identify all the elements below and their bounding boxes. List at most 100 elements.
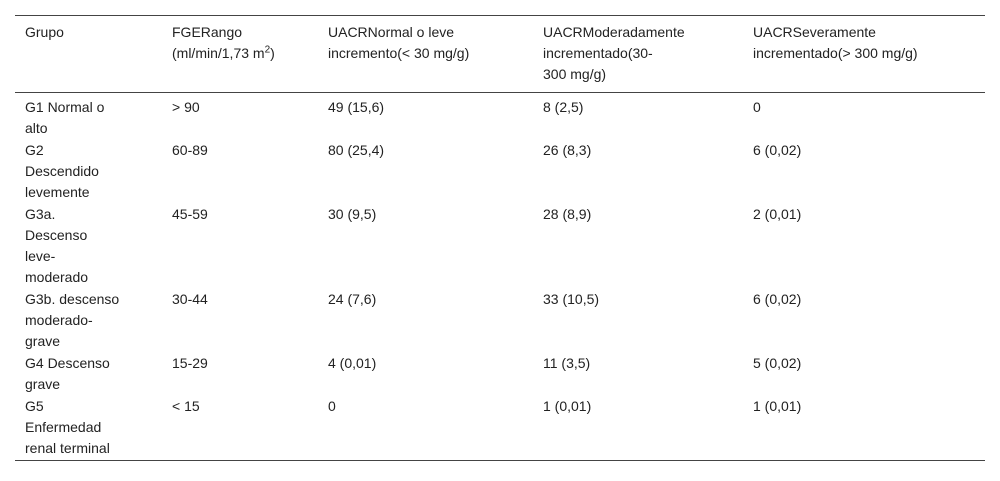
table-cell: 1 (0,01) bbox=[533, 396, 743, 461]
cell-line: 300 mg/g) bbox=[543, 66, 607, 82]
table-row: G2 Descendido levemente 60-89 80 (25,4) 26 (8… bbox=[15, 140, 985, 204]
cell-line: Grupo bbox=[25, 24, 64, 40]
cell-line: 49 (15,6) bbox=[328, 99, 385, 115]
table-cell: G2 Descendido levemente bbox=[15, 140, 162, 204]
table-cell: 28 (8,9) bbox=[533, 204, 743, 289]
cell-line: UACRSeveramente bbox=[753, 24, 876, 40]
table-cell: 60-89 bbox=[162, 140, 318, 204]
cell-line: renal terminal bbox=[25, 440, 110, 456]
cell-line: grave bbox=[25, 376, 61, 392]
cell-line: 30-44 bbox=[172, 291, 208, 307]
header-cell: UACRModeradamente incrementado(30- 300 mg/… bbox=[533, 16, 743, 93]
cell-line: G1 Normal o bbox=[25, 99, 105, 115]
table-cell: 26 (8,3) bbox=[533, 140, 743, 204]
table-row: G5 Enfermedad renal terminal < 15 0 1 (0,01) 1… bbox=[15, 396, 985, 461]
cell-line: moderado- bbox=[25, 312, 93, 328]
header-cell: Grupo bbox=[15, 16, 162, 93]
table-cell: 0 bbox=[318, 396, 533, 461]
table-cell: 80 (25,4) bbox=[318, 140, 533, 204]
header-cell: UACRSeveramente incrementado(> 300 mg/g) bbox=[743, 16, 985, 93]
cell-line: G3b. descenso bbox=[25, 291, 120, 307]
cell-line: 0 bbox=[753, 99, 761, 115]
table-cell: G4 Descenso grave bbox=[15, 353, 162, 396]
cell-line: Enfermedad bbox=[25, 419, 102, 435]
table-cell: G3b. descenso moderado-grave bbox=[15, 289, 162, 353]
cell-line: 80 (25,4) bbox=[328, 142, 385, 158]
data-table: Grupo FGERango (ml/min/1,73 m2) UACRNormal … bbox=[15, 15, 985, 461]
table-body: G1 Normal o alto > 90 49 (15,6) 8 (2,5) 0 G2 De… bbox=[15, 93, 985, 461]
table-cell: 49 (15,6) bbox=[318, 93, 533, 141]
superscript: 2 bbox=[264, 44, 271, 56]
table-cell: > 90 bbox=[162, 93, 318, 141]
table-cell: G3a. Descenso leve-moderado bbox=[15, 204, 162, 289]
cell-line: FGERango bbox=[172, 24, 243, 40]
cell-line: 60-89 bbox=[172, 142, 208, 158]
cell-line: 15-29 bbox=[172, 355, 208, 371]
cell-line: (ml/min/1,73 m2) bbox=[172, 43, 318, 64]
cell-line: 0 bbox=[328, 398, 336, 414]
table-cell: 6 (0,02) bbox=[743, 140, 985, 204]
table-cell: 30-44 bbox=[162, 289, 318, 353]
cell-line: leve- bbox=[25, 248, 56, 264]
cell-line: 1 (0,01) bbox=[753, 398, 802, 414]
header-cell: UACRNormal o leve incremento(< 30 mg/g) bbox=[318, 16, 533, 93]
table-cell: 5 (0,02) bbox=[743, 353, 985, 396]
cell-line: G2 bbox=[25, 142, 44, 158]
cell-line: Descenso bbox=[25, 227, 88, 243]
table-cell: G5 Enfermedad renal terminal bbox=[15, 396, 162, 461]
cell-line: 11 (3,5) bbox=[543, 355, 591, 371]
cell-line: incrementado(> 300 mg/g) bbox=[753, 45, 918, 61]
table-cell: 0 bbox=[743, 93, 985, 141]
cell-line: levemente bbox=[25, 184, 90, 200]
table-cell: < 15 bbox=[162, 396, 318, 461]
table-cell: 30 (9,5) bbox=[318, 204, 533, 289]
cell-line: grave bbox=[25, 333, 61, 349]
cell-line: 6 (0,02) bbox=[753, 142, 802, 158]
table-cell: 4 (0,01) bbox=[318, 353, 533, 396]
cell-line: 1 (0,01) bbox=[543, 398, 592, 414]
cell-line: Descendido bbox=[25, 163, 99, 179]
table-cell: 15-29 bbox=[162, 353, 318, 396]
table-cell: 45-59 bbox=[162, 204, 318, 289]
cell-line: alto bbox=[25, 120, 48, 136]
cell-line: 24 (7,6) bbox=[328, 291, 377, 307]
table-row: G4 Descenso grave 15-29 4 (0,01) 11 (3,5) 5 (… bbox=[15, 353, 985, 396]
cell-line: 28 (8,9) bbox=[543, 206, 592, 222]
table-row: G1 Normal o alto > 90 49 (15,6) 8 (2,5) 0 bbox=[15, 93, 985, 141]
cell-line: 4 (0,01) bbox=[328, 355, 377, 371]
text: ) bbox=[270, 45, 275, 61]
cell-line: incremento(< 30 mg/g) bbox=[328, 45, 470, 61]
cell-line: 45-59 bbox=[172, 206, 208, 222]
table-cell: 2 (0,01) bbox=[743, 204, 985, 289]
text: (ml/min/1,73 m bbox=[172, 45, 265, 61]
cell-line: 2 (0,01) bbox=[753, 206, 802, 222]
table-cell: 1 (0,01) bbox=[743, 396, 985, 461]
cell-line: 6 (0,02) bbox=[753, 291, 802, 307]
cell-line: > 90 bbox=[172, 99, 200, 115]
cell-line: 26 (8,3) bbox=[543, 142, 592, 158]
table-row: G3b. descenso moderado-grave 30-44 24 (7,6)… bbox=[15, 289, 985, 353]
table-header: Grupo FGERango (ml/min/1,73 m2) UACRNormal … bbox=[15, 15, 985, 93]
cell-line: UACRNormal o leve bbox=[328, 24, 455, 40]
table-cell: 11 (3,5) bbox=[533, 353, 743, 396]
cell-line: 33 (10,5) bbox=[543, 291, 600, 307]
cell-line: G3a. bbox=[25, 206, 56, 222]
table-row: G3a. Descenso leve-moderado 45-59 30 (9,5) 28… bbox=[15, 204, 985, 289]
cell-line: UACRModeradamente bbox=[543, 24, 685, 40]
header-row: Grupo FGERango (ml/min/1,73 m2) UACRNormal … bbox=[15, 15, 985, 93]
table-cell: 33 (10,5) bbox=[533, 289, 743, 353]
cell-line: 30 (9,5) bbox=[328, 206, 377, 222]
cell-line: G4 Descenso bbox=[25, 355, 110, 371]
cell-line: moderado bbox=[25, 269, 89, 285]
header-cell: FGERango (ml/min/1,73 m2) bbox=[162, 16, 318, 93]
cell-line: < 15 bbox=[172, 398, 200, 414]
table-cell: G1 Normal o alto bbox=[15, 93, 162, 141]
table-cell: 24 (7,6) bbox=[318, 289, 533, 353]
cell-line: 5 (0,02) bbox=[753, 355, 802, 371]
cell-line: G5 bbox=[25, 398, 44, 414]
table-cell: 8 (2,5) bbox=[533, 93, 743, 141]
cell-line: incrementado(30- bbox=[543, 45, 653, 61]
table-container: Grupo FGERango (ml/min/1,73 m2) UACRNormal … bbox=[15, 15, 985, 461]
cell-line: 8 (2,5) bbox=[543, 99, 584, 115]
